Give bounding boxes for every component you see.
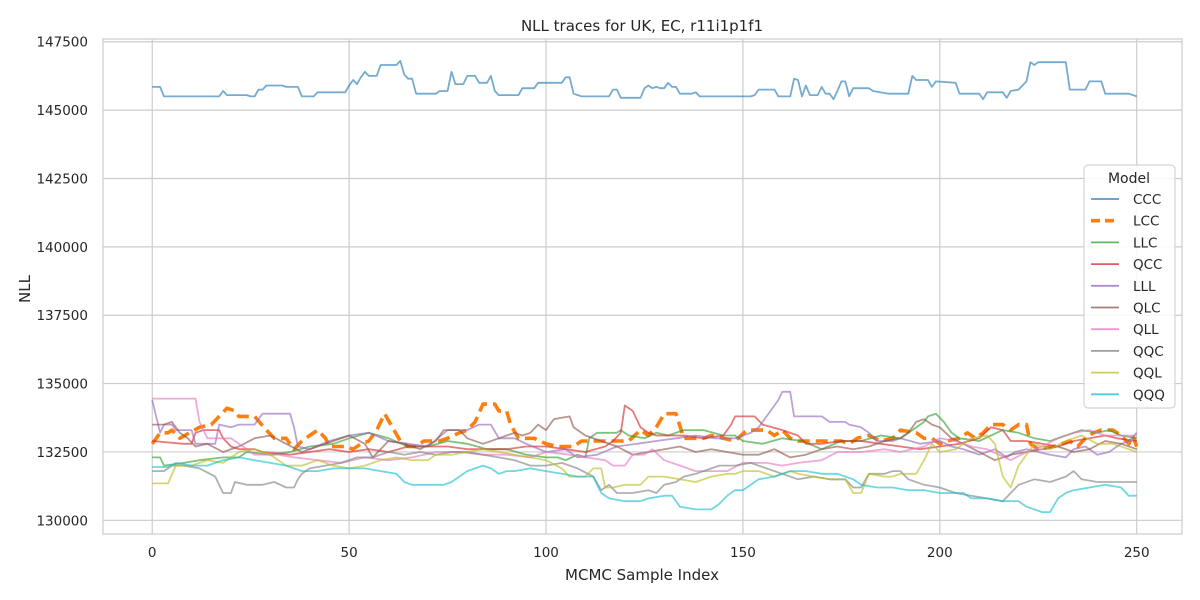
y-tick-label: 140000 xyxy=(36,240,88,256)
legend-label-qql: QQL xyxy=(1133,366,1162,382)
series-line-lll xyxy=(151,390,1138,459)
legend-label-qqc: QQC xyxy=(1133,344,1164,360)
legend-label-qll: QLL xyxy=(1133,322,1159,338)
legend-label-lcc: LCC xyxy=(1133,214,1159,230)
y-axis-label: NLL xyxy=(16,274,34,303)
legend-label-qqq: QQQ xyxy=(1133,387,1165,403)
legend-items: CCC LCC LLC QCC LLL QLC QLL QQC QQL QQQ xyxy=(1091,192,1165,403)
y-axis-ticks: 130000 132500 135000 137500 140000 142500 1450… xyxy=(36,35,88,530)
series-line-qcc xyxy=(152,404,1137,456)
x-tick-label: 150 xyxy=(730,545,756,561)
legend-label-qlc: QLC xyxy=(1133,301,1161,317)
x-tick-label: 100 xyxy=(533,545,559,561)
chart-title: NLL traces for UK, EC, r11i1p1f1 xyxy=(521,17,763,35)
series-line-qll xyxy=(152,397,1137,472)
y-tick-label: 130000 xyxy=(36,513,88,529)
plot-frame xyxy=(102,38,1183,535)
series-line-lcc xyxy=(150,402,1139,451)
series-line-qlc xyxy=(152,415,1137,462)
grid-lines xyxy=(103,39,1182,534)
y-tick-label: 147500 xyxy=(36,35,88,51)
x-tick-label: 250 xyxy=(1124,545,1150,561)
series-layer xyxy=(150,60,1139,513)
y-tick-label: 142500 xyxy=(36,171,88,187)
legend-label-ccc: CCC xyxy=(1133,192,1161,208)
series-line-qql xyxy=(152,434,1138,494)
legend-title: Model xyxy=(1108,171,1150,187)
legend-label-lll: LLL xyxy=(1133,279,1156,295)
x-axis-ticks: 0 50 100 150 200 250 xyxy=(148,545,1150,561)
legend: Model CCC LCC LLC QCC LLL QLC QLL QQC QQL QQQ xyxy=(1083,164,1176,409)
x-tick-label: 50 xyxy=(341,545,358,561)
y-tick-label: 135000 xyxy=(36,377,88,393)
series-line-llc xyxy=(152,412,1137,467)
y-tick-label: 145000 xyxy=(36,103,88,119)
series-line-qqc xyxy=(152,451,1137,503)
y-tick-label: 137500 xyxy=(36,308,88,324)
legend-box xyxy=(1083,164,1176,409)
series-line-qqq xyxy=(152,456,1137,513)
x-tick-label: 200 xyxy=(927,545,953,561)
x-tick-label: 0 xyxy=(148,545,157,561)
series-line-ccc xyxy=(152,60,1137,101)
y-tick-label: 132500 xyxy=(36,445,88,461)
x-axis-label: MCMC Sample Index xyxy=(565,566,719,584)
legend-label-llc: LLC xyxy=(1133,235,1157,251)
legend-label-qcc: QCC xyxy=(1133,257,1162,273)
